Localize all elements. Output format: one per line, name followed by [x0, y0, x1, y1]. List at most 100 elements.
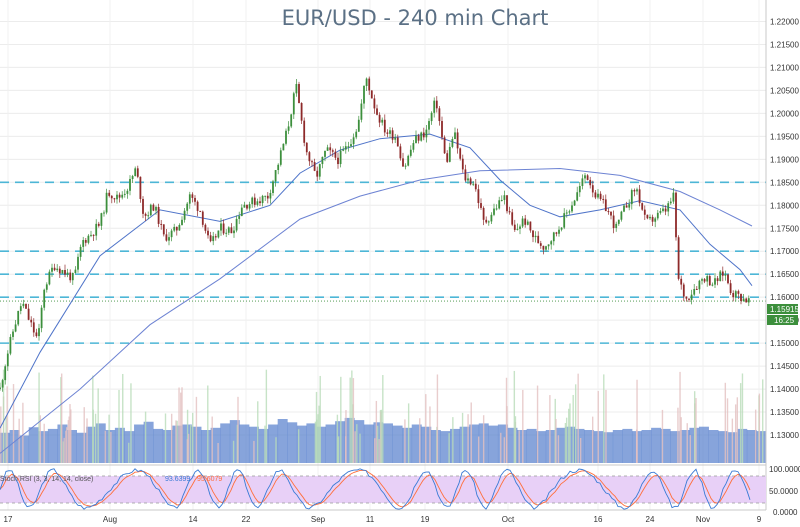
candle-body [251, 197, 254, 205]
countdown-label: 16:25 [774, 316, 795, 325]
candle-body [545, 246, 547, 250]
candle-body [168, 237, 170, 241]
price-tick: 1.16000 [770, 293, 799, 302]
volume-spike [316, 419, 318, 463]
candle-body [620, 211, 623, 220]
candle-body [149, 204, 152, 216]
candle-body [209, 235, 212, 242]
candle-body [363, 85, 365, 104]
volume-spike [62, 441, 65, 463]
volume-bar [38, 431, 49, 463]
candle-body [391, 130, 394, 140]
volume-spike [110, 431, 112, 463]
volume-spike [94, 413, 97, 463]
volume-bar [67, 430, 77, 463]
volume-spike [181, 387, 183, 463]
candle-body [350, 144, 352, 147]
volume-spike [217, 442, 219, 463]
volume-spike [635, 429, 638, 463]
volume-bar [507, 427, 518, 463]
candle-body [303, 120, 306, 143]
candle-body [313, 162, 316, 171]
candle-body [667, 203, 670, 212]
candle-body [633, 190, 636, 192]
candle-body [409, 149, 412, 156]
candle-body [66, 272, 69, 275]
volume-bar [641, 430, 652, 463]
stoch-tick-50: 50.0000 [769, 487, 798, 496]
candle-body [45, 284, 48, 290]
candle-body [589, 179, 592, 186]
price-tick: 1.17500 [770, 224, 799, 233]
volume-bar [746, 430, 757, 463]
last-price-label: 1.15915 [770, 305, 799, 314]
volume-spike [211, 416, 213, 463]
volume-spike [186, 439, 189, 463]
candle-body [347, 146, 350, 148]
candle-body [651, 216, 654, 222]
candle-body [123, 193, 126, 195]
candle-body [493, 208, 495, 215]
volume-bar [95, 423, 106, 463]
stoch-k-value: 93.6399 [165, 476, 190, 483]
time-tick: 14 [189, 515, 198, 524]
stoch-tick-0: 0.0000 [773, 508, 798, 517]
volume-spike [452, 417, 454, 463]
candle-body [264, 195, 267, 197]
candle-body [298, 84, 300, 104]
volume-spike [5, 416, 7, 463]
candle-body [199, 210, 202, 212]
volume-spike [382, 375, 384, 463]
candle-body [511, 212, 514, 225]
volume-bar [306, 423, 317, 463]
volume-bar [497, 424, 508, 463]
volume-spike [356, 424, 358, 463]
candle-body [261, 195, 264, 204]
time-tick: 9 [757, 515, 762, 524]
candle-body [277, 164, 280, 171]
volume-spike [257, 401, 259, 463]
candle-body [417, 135, 420, 141]
volume-spike [679, 371, 681, 463]
candle-body [300, 103, 303, 121]
candle-body [422, 132, 425, 138]
time-axis[interactable]: 17 Aug 14 22 Sep 11 19 Oct 16 24 Nov 9 [0, 509, 766, 524]
volume-spike [180, 392, 182, 463]
candle-body [724, 274, 727, 276]
candle-body [563, 213, 566, 228]
volume-spike [467, 414, 469, 463]
volume-bar [526, 428, 537, 463]
candle-body [443, 137, 446, 154]
volume-spike [61, 373, 63, 463]
candle-body [464, 169, 467, 181]
candle-body [474, 183, 477, 190]
price-tick: 1.22000 [770, 17, 799, 26]
candle-body [602, 198, 605, 200]
candle-body [118, 194, 121, 198]
moving-averages [0, 133, 753, 454]
volume-spike [574, 384, 577, 463]
candle-body [519, 226, 521, 229]
volume-spike [661, 409, 664, 463]
candle-body [469, 178, 472, 185]
candle-body [79, 246, 82, 257]
candle-body [526, 221, 529, 225]
candle-body [381, 119, 384, 123]
candle-body [441, 121, 443, 138]
candle-body [108, 192, 111, 196]
volume-bar [220, 423, 231, 463]
candle-body [584, 175, 586, 179]
stoch-d-line [0, 469, 751, 508]
volume-bar [651, 427, 662, 463]
volume-bar [201, 430, 212, 463]
candle-body [500, 199, 503, 201]
candle-body [716, 278, 719, 282]
volume-spike [175, 420, 177, 463]
candle-body [537, 235, 540, 244]
candle-body [318, 164, 321, 177]
stoch-d-value: 95.6079 [197, 476, 222, 483]
candle-body [201, 211, 204, 225]
volume-spike [189, 424, 192, 463]
candle-body [43, 289, 46, 308]
volume-bar [28, 427, 39, 463]
